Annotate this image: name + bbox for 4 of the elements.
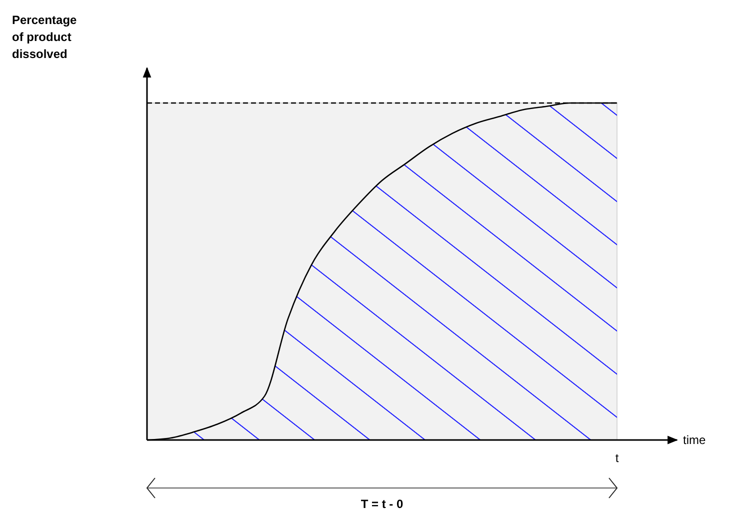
- text: T = t - 0: [360, 497, 404, 511]
- text: time: [683, 433, 706, 447]
- text: t: [615, 451, 620, 465]
- text: Percentage of product dissolved: [12, 13, 78, 61]
